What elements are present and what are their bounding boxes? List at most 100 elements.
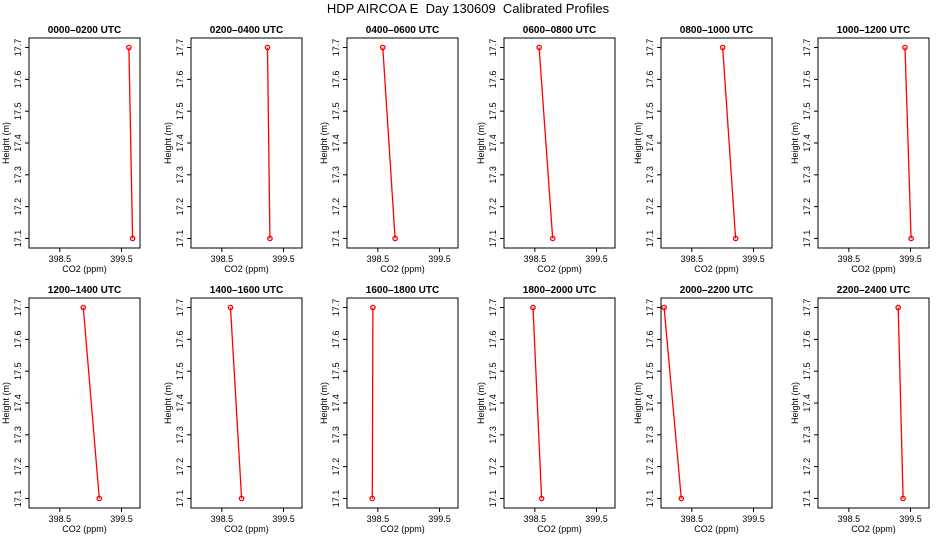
y-tick-label: 17.2 bbox=[645, 198, 655, 216]
x-axis-label: CO2 (ppm) bbox=[537, 524, 582, 534]
y-tick-label: 17.4 bbox=[175, 134, 185, 152]
plot-frame bbox=[346, 297, 459, 509]
figure-title: HDP AIRCOA E Day 130609 Calibrated Profi… bbox=[326, 1, 610, 16]
y-tick-label: 17.5 bbox=[488, 362, 498, 380]
y-tick-label: 17.7 bbox=[331, 299, 341, 317]
profile-point bbox=[678, 495, 685, 502]
plot-frame bbox=[503, 297, 616, 509]
y-tick-label: 17.3 bbox=[13, 166, 23, 184]
x-axis-label: CO2 (ppm) bbox=[694, 264, 739, 274]
y-tick-label: 17.3 bbox=[13, 426, 23, 444]
y-tick-label: 17.1 bbox=[802, 230, 812, 248]
y-tick-label: 17.4 bbox=[175, 394, 185, 412]
y-tick-label: 17.1 bbox=[175, 230, 185, 248]
y-axis-label: Height (m) bbox=[476, 122, 486, 164]
y-tick-label: 17.6 bbox=[13, 71, 23, 89]
plot-frame bbox=[28, 37, 141, 249]
x-tick-label: 398.5 bbox=[681, 514, 704, 524]
profile-line bbox=[904, 47, 912, 239]
profile-line bbox=[532, 307, 543, 499]
x-tick-label: 399.5 bbox=[428, 514, 451, 524]
y-axis-label: Height (m) bbox=[1, 382, 11, 424]
y-tick-label: 17.5 bbox=[13, 102, 23, 120]
plot-frame bbox=[190, 297, 303, 509]
profile-point bbox=[908, 235, 914, 242]
profile-line bbox=[538, 47, 554, 239]
x-tick-label: 399.5 bbox=[899, 514, 922, 524]
y-tick-label: 17.7 bbox=[13, 39, 23, 57]
y-tick-label: 17.6 bbox=[645, 71, 655, 89]
profile-line bbox=[229, 307, 243, 499]
y-tick-label: 17.3 bbox=[175, 166, 185, 184]
y-tick-label: 17.2 bbox=[802, 458, 812, 476]
y-tick-label: 17.4 bbox=[802, 394, 812, 412]
profile-line bbox=[128, 47, 134, 239]
plot-frame bbox=[660, 37, 773, 249]
x-axis-label: CO2 (ppm) bbox=[62, 524, 107, 534]
y-tick-label: 17.6 bbox=[175, 331, 185, 349]
y-tick-label: 17.2 bbox=[175, 198, 185, 216]
x-tick-label: 399.5 bbox=[272, 514, 295, 524]
y-tick-label: 17.2 bbox=[645, 458, 655, 476]
profile-line bbox=[722, 47, 737, 239]
y-tick-label: 17.2 bbox=[802, 198, 812, 216]
profile-point bbox=[126, 44, 132, 51]
y-tick-label: 17.3 bbox=[488, 426, 498, 444]
y-tick-label: 17.3 bbox=[331, 426, 341, 444]
panel-title: 1200–1400 UTC bbox=[48, 285, 121, 296]
y-tick-label: 17.2 bbox=[13, 198, 23, 216]
y-tick-label: 17.1 bbox=[488, 490, 498, 508]
x-axis-label: CO2 (ppm) bbox=[62, 264, 107, 274]
panel-title: 1800–2000 UTC bbox=[523, 285, 596, 296]
y-tick-label: 17.4 bbox=[488, 134, 498, 152]
y-tick-label: 17.2 bbox=[488, 458, 498, 476]
y-tick-label: 17.3 bbox=[175, 426, 185, 444]
y-axis-label: Height (m) bbox=[319, 382, 329, 424]
profile-line bbox=[371, 307, 374, 499]
plot-frame bbox=[817, 37, 930, 249]
y-tick-label: 17.1 bbox=[488, 230, 498, 248]
panel-title: 0000–0200 UTC bbox=[48, 25, 121, 36]
y-tick-label: 17.2 bbox=[13, 458, 23, 476]
y-axis-label: Height (m) bbox=[790, 122, 800, 164]
profile-line bbox=[82, 307, 100, 499]
y-tick-label: 17.1 bbox=[13, 230, 23, 248]
plot-frame bbox=[660, 297, 773, 509]
profile-point bbox=[227, 304, 234, 311]
y-axis-label: Height (m) bbox=[633, 122, 643, 164]
y-tick-label: 17.2 bbox=[331, 458, 341, 476]
x-axis-label: CO2 (ppm) bbox=[851, 524, 896, 534]
profile-point bbox=[661, 304, 667, 311]
x-tick-label: 398.5 bbox=[211, 254, 234, 264]
x-axis-label: CO2 (ppm) bbox=[380, 524, 425, 534]
y-tick-label: 17.6 bbox=[802, 71, 812, 89]
y-tick-label: 17.3 bbox=[488, 166, 498, 184]
y-tick-label: 17.3 bbox=[645, 426, 655, 444]
y-tick-label: 17.4 bbox=[13, 394, 23, 412]
profile-point bbox=[530, 304, 536, 311]
panel-title: 1000–1200 UTC bbox=[837, 25, 910, 36]
y-tick-label: 17.5 bbox=[175, 102, 185, 120]
x-tick-label: 398.5 bbox=[838, 254, 861, 264]
profile-point bbox=[895, 304, 902, 311]
y-tick-label: 17.1 bbox=[802, 490, 812, 508]
profile-point bbox=[392, 235, 398, 242]
y-tick-label: 17.7 bbox=[175, 39, 185, 57]
profile-point bbox=[264, 44, 271, 51]
x-tick-label: 399.5 bbox=[742, 254, 765, 264]
profile-point bbox=[900, 495, 906, 502]
y-tick-label: 17.1 bbox=[175, 490, 185, 508]
y-tick-label: 17.1 bbox=[331, 230, 341, 248]
y-tick-label: 17.5 bbox=[802, 362, 812, 380]
y-axis-label: Height (m) bbox=[163, 382, 173, 424]
plot-frame bbox=[503, 37, 616, 249]
y-tick-label: 17.2 bbox=[488, 198, 498, 216]
x-tick-label: 398.5 bbox=[49, 254, 72, 264]
profile-point bbox=[719, 44, 726, 51]
y-tick-label: 17.3 bbox=[331, 166, 341, 184]
y-tick-label: 17.5 bbox=[645, 362, 655, 380]
x-tick-label: 399.5 bbox=[110, 514, 133, 524]
y-tick-label: 17.5 bbox=[175, 362, 185, 380]
y-tick-label: 17.1 bbox=[13, 490, 23, 508]
